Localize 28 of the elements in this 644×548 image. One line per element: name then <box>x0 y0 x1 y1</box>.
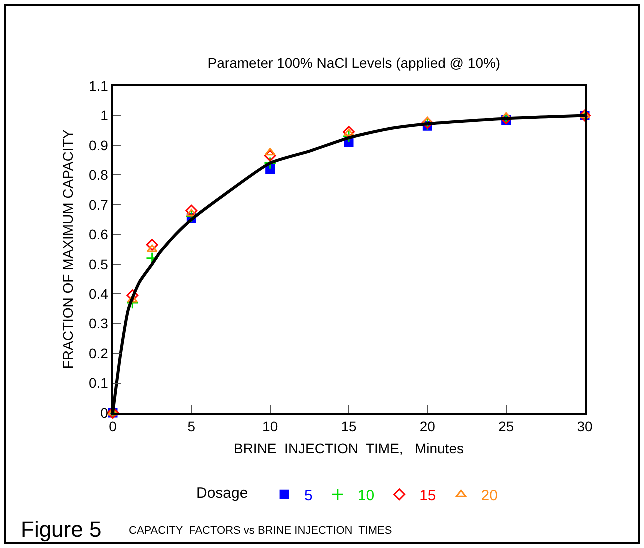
x-tick-label: 30 <box>577 418 593 435</box>
x-tick-label: 5 <box>188 418 196 435</box>
y-tick-label: 0.1 <box>88 375 109 392</box>
legend-label: 15 <box>420 488 436 504</box>
y-axis-title: FRACTION OF MAXIMUM CAPACITY <box>60 129 76 370</box>
legend-label: 20 <box>481 488 498 504</box>
y-tick-label: 0.2 <box>88 345 109 362</box>
y-tick-label: 1.1 <box>88 78 109 94</box>
x-axis-title: BRINE INJECTION TIME, Minutes <box>234 440 464 456</box>
legend-title: Dosage <box>196 484 257 502</box>
y-tick-label: 1 <box>100 108 109 124</box>
y-tick-label: 0.4 <box>88 286 109 302</box>
x-tick-label: 25 <box>498 418 514 435</box>
x-tick-label: 15 <box>341 418 357 435</box>
chart-title: Parameter 100% NaCl Levels (applied @ 10%) <box>208 54 501 71</box>
y-tick-label: 0.7 <box>88 196 109 213</box>
x-tick-label: 20 <box>420 418 436 435</box>
y-tick-label: 0.3 <box>88 316 109 332</box>
legend-label: 10 <box>358 488 375 504</box>
y-tick-label: 0.6 <box>88 226 109 243</box>
y-tick-label: 0 <box>100 404 109 421</box>
text: CAPACITY FACTORS vs BRINE INJECTION TIMES <box>129 525 392 537</box>
caption: Figure 5 <box>21 517 102 542</box>
x-tick-label: 10 <box>262 418 278 435</box>
y-tick-label: 0.8 <box>88 167 109 184</box>
y-tick-label: 0.9 <box>88 137 109 154</box>
y-tick-label: 0.5 <box>88 256 109 272</box>
legend-label: 5 <box>304 488 313 504</box>
